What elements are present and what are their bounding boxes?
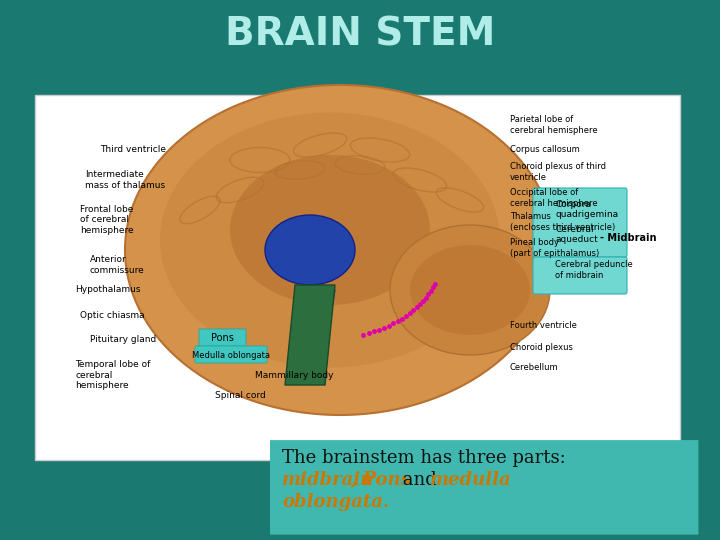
Text: Pituitary gland: Pituitary gland <box>90 335 156 345</box>
Text: Pons: Pons <box>210 333 233 343</box>
Ellipse shape <box>410 245 530 335</box>
Text: Thalamus
(encloses third ventricle): Thalamus (encloses third ventricle) <box>510 212 616 232</box>
FancyBboxPatch shape <box>195 346 267 363</box>
Text: Temporal lobe of
cerebral
hemisphere: Temporal lobe of cerebral hemisphere <box>75 360 150 390</box>
Text: midbrain: midbrain <box>282 471 374 489</box>
Text: Parietal lobe of
cerebral hemisphere: Parietal lobe of cerebral hemisphere <box>510 116 598 134</box>
Text: Occipital lobe of
cerebral hemisphere: Occipital lobe of cerebral hemisphere <box>510 188 598 208</box>
Text: Choroid plexus: Choroid plexus <box>510 342 573 352</box>
FancyBboxPatch shape <box>270 440 698 535</box>
Text: Frontal lobe
of cerebral
hemisphere: Frontal lobe of cerebral hemisphere <box>80 205 134 235</box>
Ellipse shape <box>230 155 430 305</box>
Text: medulla: medulla <box>430 471 512 489</box>
Text: The brainstem has three parts:: The brainstem has three parts: <box>282 449 566 467</box>
Ellipse shape <box>160 112 500 368</box>
Text: Intermediate
mass of thalamus: Intermediate mass of thalamus <box>85 170 165 190</box>
Text: - Midbrain: - Midbrain <box>600 233 657 243</box>
Ellipse shape <box>390 225 550 355</box>
Polygon shape <box>285 285 335 385</box>
Text: Cerebral
aqueduct: Cerebral aqueduct <box>555 225 598 245</box>
Text: Optic chiasma: Optic chiasma <box>80 310 145 320</box>
Text: Mammillary body: Mammillary body <box>255 370 333 380</box>
Polygon shape <box>290 290 335 380</box>
Text: Fourth ventricle: Fourth ventricle <box>510 321 577 329</box>
Text: Pineal body
(part of epithalamus): Pineal body (part of epithalamus) <box>510 238 599 258</box>
Ellipse shape <box>265 215 355 285</box>
FancyBboxPatch shape <box>533 188 627 257</box>
Text: Third ventricle: Third ventricle <box>100 145 166 154</box>
Text: , Pons: , Pons <box>350 471 410 489</box>
FancyBboxPatch shape <box>533 257 627 294</box>
Text: BRAIN STEM: BRAIN STEM <box>225 16 495 54</box>
Ellipse shape <box>125 85 555 415</box>
Bar <box>35 95 680 460</box>
Text: Corpora
quadrigemina: Corpora quadrigemina <box>555 200 618 219</box>
Text: Medulla oblongata: Medulla oblongata <box>192 350 270 360</box>
Text: Cerebral peduncle
of midbrain: Cerebral peduncle of midbrain <box>555 260 633 280</box>
Text: Spinal cord: Spinal cord <box>215 390 266 400</box>
Text: Corpus callosum: Corpus callosum <box>510 145 580 154</box>
Text: Cerebellum: Cerebellum <box>510 363 559 373</box>
Text: and: and <box>397 471 443 489</box>
Text: Hypothalamus: Hypothalamus <box>75 286 140 294</box>
Text: Anterior
commissure: Anterior commissure <box>90 255 145 275</box>
FancyBboxPatch shape <box>199 329 246 346</box>
Text: oblongata.: oblongata. <box>282 493 389 511</box>
Text: Choroid plexus of third
ventricle: Choroid plexus of third ventricle <box>510 163 606 181</box>
